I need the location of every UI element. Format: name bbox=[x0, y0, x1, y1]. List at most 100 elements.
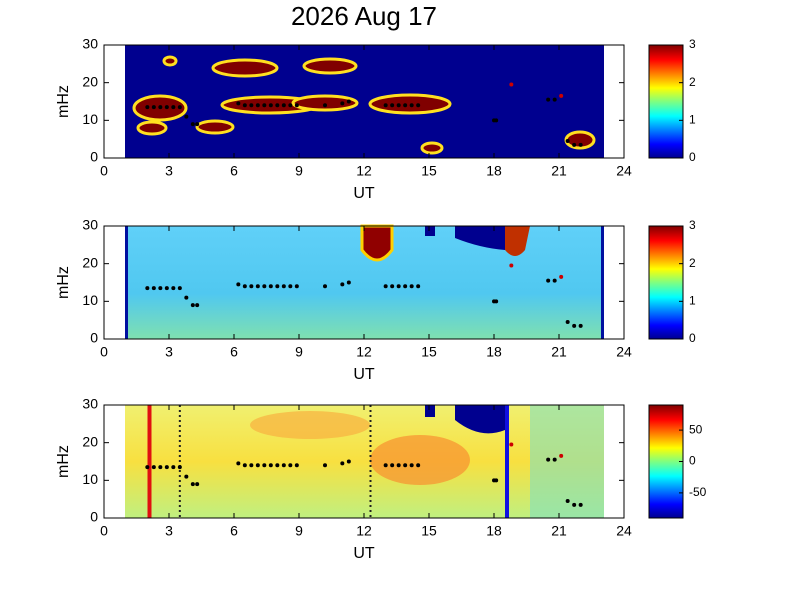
x-tick-label: 18 bbox=[486, 163, 502, 179]
detection-point bbox=[294, 103, 299, 108]
y-axis-label: mHz bbox=[55, 445, 72, 478]
colorbar: 0 1 2 3 bbox=[648, 37, 696, 164]
detection-point bbox=[572, 502, 577, 507]
detection-point bbox=[195, 122, 200, 127]
detection-point bbox=[255, 463, 260, 468]
detection-point bbox=[559, 453, 564, 458]
x-axis-label: UT bbox=[353, 185, 375, 202]
detection-point bbox=[151, 286, 156, 291]
detection-point bbox=[509, 442, 514, 447]
detection-point bbox=[145, 286, 150, 291]
x-tick-label: 0 bbox=[100, 163, 108, 179]
x-tick-label: 24 bbox=[616, 523, 632, 539]
x-tick-label: 12 bbox=[356, 523, 372, 539]
detection-point bbox=[578, 142, 583, 147]
detection-point bbox=[390, 284, 395, 289]
detection-point bbox=[509, 263, 514, 268]
detection-point bbox=[494, 118, 499, 123]
x-tick-label: 9 bbox=[295, 523, 303, 539]
detection-point bbox=[294, 463, 299, 468]
y-tick-label: 10 bbox=[82, 292, 98, 308]
detection-point bbox=[249, 284, 254, 289]
detection-point bbox=[403, 103, 408, 108]
detection-point bbox=[546, 457, 551, 462]
detection-point bbox=[323, 284, 327, 289]
x-tick-label: 0 bbox=[100, 523, 108, 539]
detection-point bbox=[323, 463, 327, 468]
detection-point bbox=[340, 282, 345, 287]
x-tick-label: 24 bbox=[616, 163, 632, 179]
detection-point bbox=[346, 280, 351, 285]
detection-point bbox=[236, 101, 241, 106]
detection-point bbox=[390, 463, 395, 468]
detection-point bbox=[184, 474, 189, 479]
detection-point bbox=[409, 284, 414, 289]
detection-point bbox=[190, 482, 195, 487]
detection-point bbox=[409, 103, 414, 108]
detection-point bbox=[403, 463, 408, 468]
x-tick-label: 21 bbox=[551, 523, 567, 539]
x-tick-label: 18 bbox=[486, 523, 502, 539]
x-tick-label: 0 bbox=[100, 344, 108, 360]
y-tick-label: 30 bbox=[82, 396, 98, 412]
detection-point bbox=[190, 303, 195, 308]
x-tick-label: 9 bbox=[295, 344, 303, 360]
x-tick-label: 6 bbox=[230, 163, 238, 179]
detection-point bbox=[559, 93, 564, 98]
y-axis-label: mHz bbox=[55, 266, 72, 299]
x-tick-label: 24 bbox=[616, 344, 632, 360]
detection-point bbox=[184, 295, 189, 300]
detection-point bbox=[236, 282, 241, 287]
detection-point bbox=[158, 105, 163, 110]
detection-point bbox=[171, 286, 176, 291]
colorbar-tick-label: 0 bbox=[689, 150, 696, 164]
x-tick-label: 21 bbox=[551, 344, 567, 360]
detection-point bbox=[383, 103, 388, 108]
detection-point bbox=[275, 103, 280, 108]
x-tick-label: 15 bbox=[421, 523, 437, 539]
detection-point bbox=[559, 274, 564, 279]
detection-point bbox=[340, 461, 345, 466]
x-tick-label: 9 bbox=[295, 163, 303, 179]
x-tick-label: 21 bbox=[551, 163, 567, 179]
colorbar-tick-label: -50 bbox=[689, 485, 707, 499]
x-tick-label: 15 bbox=[421, 344, 437, 360]
detection-point bbox=[396, 463, 401, 468]
colorbar-tick-label: 3 bbox=[689, 218, 696, 232]
detection-point bbox=[552, 97, 557, 102]
detection-point bbox=[494, 478, 499, 483]
x-tick-label: 3 bbox=[165, 523, 173, 539]
detection-point bbox=[177, 286, 182, 291]
y-tick-label: 20 bbox=[82, 254, 98, 270]
x-tick-label: 6 bbox=[230, 523, 238, 539]
detection-point bbox=[294, 284, 299, 289]
x-tick-label: 3 bbox=[165, 344, 173, 360]
detection-point bbox=[145, 105, 150, 110]
detection-point bbox=[151, 465, 156, 470]
detection-point bbox=[565, 320, 570, 325]
x-tick-label: 18 bbox=[486, 344, 502, 360]
colorbar-scale bbox=[648, 225, 684, 340]
detection-point bbox=[158, 286, 163, 291]
y-tick-label: 20 bbox=[82, 433, 98, 449]
detection-point bbox=[416, 463, 421, 468]
detection-point bbox=[396, 284, 401, 289]
heatmap-1 bbox=[125, 45, 604, 158]
detection-point bbox=[195, 482, 200, 487]
detection-point bbox=[262, 103, 267, 108]
detection-point bbox=[509, 82, 514, 87]
detection-point bbox=[145, 465, 150, 470]
detection-point bbox=[275, 463, 280, 468]
detection-point bbox=[195, 303, 200, 308]
detection-point bbox=[275, 284, 280, 289]
detection-point bbox=[255, 103, 260, 108]
detection-point bbox=[177, 105, 182, 110]
figure-title: 2026 Aug 17 bbox=[291, 1, 437, 31]
detection-point bbox=[383, 463, 388, 468]
detection-point bbox=[494, 299, 499, 304]
colorbar: -50 0 50 bbox=[648, 404, 707, 519]
detection-point bbox=[164, 286, 169, 291]
detection-point bbox=[242, 103, 247, 108]
y-tick-label: 20 bbox=[82, 73, 98, 89]
